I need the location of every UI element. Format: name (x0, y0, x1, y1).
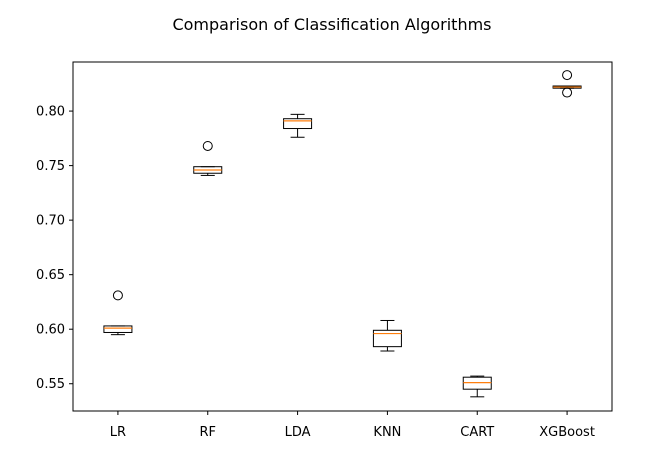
x-tick-label: RF (199, 425, 216, 440)
x-tick-label: LR (110, 425, 126, 440)
boxes-group (103, 70, 582, 398)
plot-area-frame (72, 61, 613, 412)
x-axis: LR RF LDA KNN CART XGBoost (110, 411, 595, 440)
iqr-box (372, 329, 402, 348)
x-tick-label: LDA (285, 425, 311, 440)
iqr-box (103, 325, 133, 333)
y-axis: 0.55 0.60 0.65 0.70 0.75 0.80 (36, 105, 73, 392)
box-knn (372, 319, 402, 352)
outlier-point (562, 70, 573, 81)
y-tick-label: 0.75 (36, 159, 65, 174)
y-tick-label: 0.80 (36, 105, 65, 120)
x-tick-label: KNN (373, 425, 401, 440)
y-tick-label: 0.65 (36, 268, 65, 283)
box-cart (462, 375, 492, 398)
y-tick-label: 0.70 (36, 214, 65, 229)
iqr-box (283, 118, 313, 130)
box-lda (283, 113, 313, 138)
box-rf (193, 140, 223, 176)
x-tick-label: CART (460, 425, 494, 440)
box-lr (103, 290, 133, 336)
x-tick-label: XGBoost (539, 425, 595, 440)
box-xgboost (552, 70, 582, 98)
outlier-point (202, 140, 213, 151)
chart-title: Comparison of Classification Algorithms (172, 15, 491, 34)
y-tick-label: 0.55 (36, 377, 65, 392)
outlier-point (562, 87, 573, 98)
outlier-point (112, 290, 123, 301)
y-tick-label: 0.60 (36, 323, 65, 338)
